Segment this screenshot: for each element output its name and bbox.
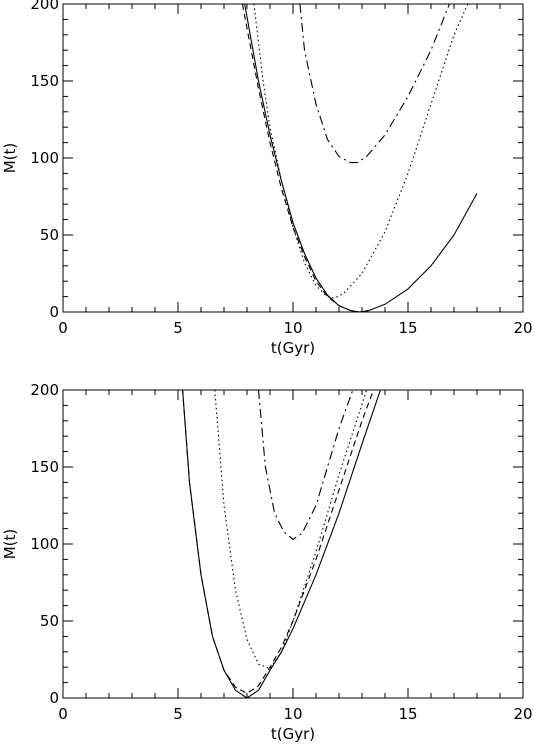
series-dashed-line [241, 4, 369, 312]
x-tick-label: 10 [283, 705, 302, 723]
series-dotted-line [253, 4, 469, 299]
y-tick-label: 150 [30, 458, 59, 476]
x-tick-label: 0 [58, 319, 68, 337]
y-tick-label: 50 [40, 612, 59, 630]
x-axis-label: t(Gyr) [271, 725, 315, 743]
x-tick-label: 20 [513, 705, 532, 723]
series-dashdot-line [257, 390, 354, 541]
x-tick-label: 20 [513, 319, 532, 337]
series-dashed-line [182, 390, 375, 695]
y-tick-label: 0 [49, 689, 59, 707]
x-tick-label: 15 [398, 319, 417, 337]
y-tick-label: 50 [40, 226, 59, 244]
series-dashdot-line [299, 4, 450, 164]
y-tick-label: 150 [30, 72, 59, 90]
y-axis-label: M(t) [1, 529, 19, 560]
y-tick-label: 200 [30, 381, 59, 399]
y-tick-label: 100 [30, 149, 59, 167]
y-tick-label: 0 [49, 303, 59, 321]
series-solid-line [182, 390, 381, 698]
x-tick-label: 0 [58, 705, 68, 723]
y-tick-label: 100 [30, 535, 59, 553]
plot-frame [62, 389, 524, 699]
y-tick-label: 200 [30, 0, 59, 13]
x-tick-label: 10 [283, 319, 302, 337]
series-dotted-line [214, 390, 368, 670]
x-tick-label: 5 [173, 319, 183, 337]
x-tick-label: 15 [398, 705, 417, 723]
x-axis-label: t(Gyr) [271, 339, 315, 357]
x-tick-label: 5 [173, 705, 183, 723]
y-axis-label: M(t) [1, 143, 19, 174]
series-solid-line [244, 4, 478, 312]
plot-frame [62, 3, 524, 313]
